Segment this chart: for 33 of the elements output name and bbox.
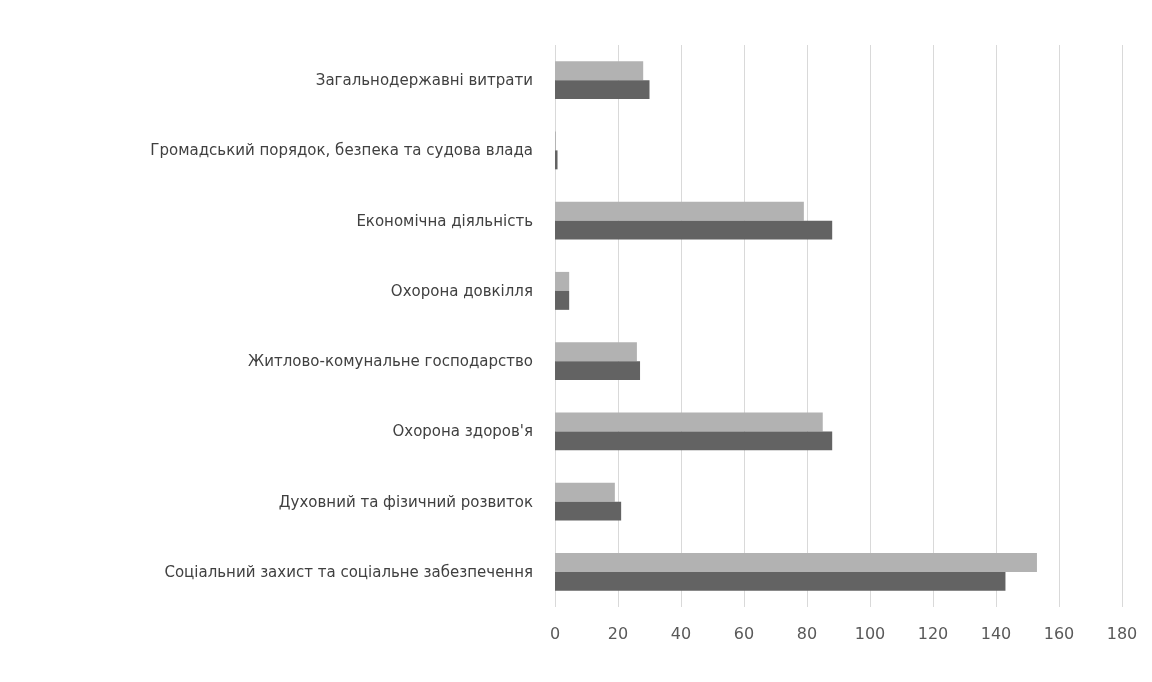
y-tick-label: Охорона здоров'я [392,422,533,441]
x-tick-label: 120 [917,623,949,643]
bar [555,571,1006,591]
bar [555,342,637,362]
y-tick-label: Економічна діяльність [356,211,533,230]
x-tick-label: 20 [607,623,629,643]
x-tick-label: 40 [670,623,692,643]
bar [555,482,615,502]
x-tick-label: 60 [733,623,755,643]
y-tick-label: Громадський порядок, безпека та судова влада [150,141,533,160]
y-tick-label: Загальнодержавні витрати [315,71,533,90]
y-tick-label: Соціальний захист та соціальне забезпечення [164,562,533,581]
bar [555,501,622,521]
y-tick-label: Охорона довкілля [390,281,533,300]
x-tick-label: 80 [796,623,818,643]
x-tick-label: 160 [1043,623,1075,643]
bar [555,201,804,221]
bar [555,61,644,81]
bar [555,552,1037,572]
bar [555,80,650,100]
y-tick-label: Духовний та фізичний розвиток [278,492,533,511]
y-tick-label: Житлово-комунальне господарство [248,352,533,371]
bar [555,271,570,291]
bar [555,361,641,381]
bar [555,431,833,451]
bar [555,220,833,240]
bar [555,412,823,432]
x-tick-label: 140 [980,623,1012,643]
x-tick-label: 100 [854,623,886,643]
x-tick-label: 0 [549,623,561,643]
x-tick-label: 180 [1106,623,1138,643]
bar [555,290,570,310]
bar [555,150,558,170]
